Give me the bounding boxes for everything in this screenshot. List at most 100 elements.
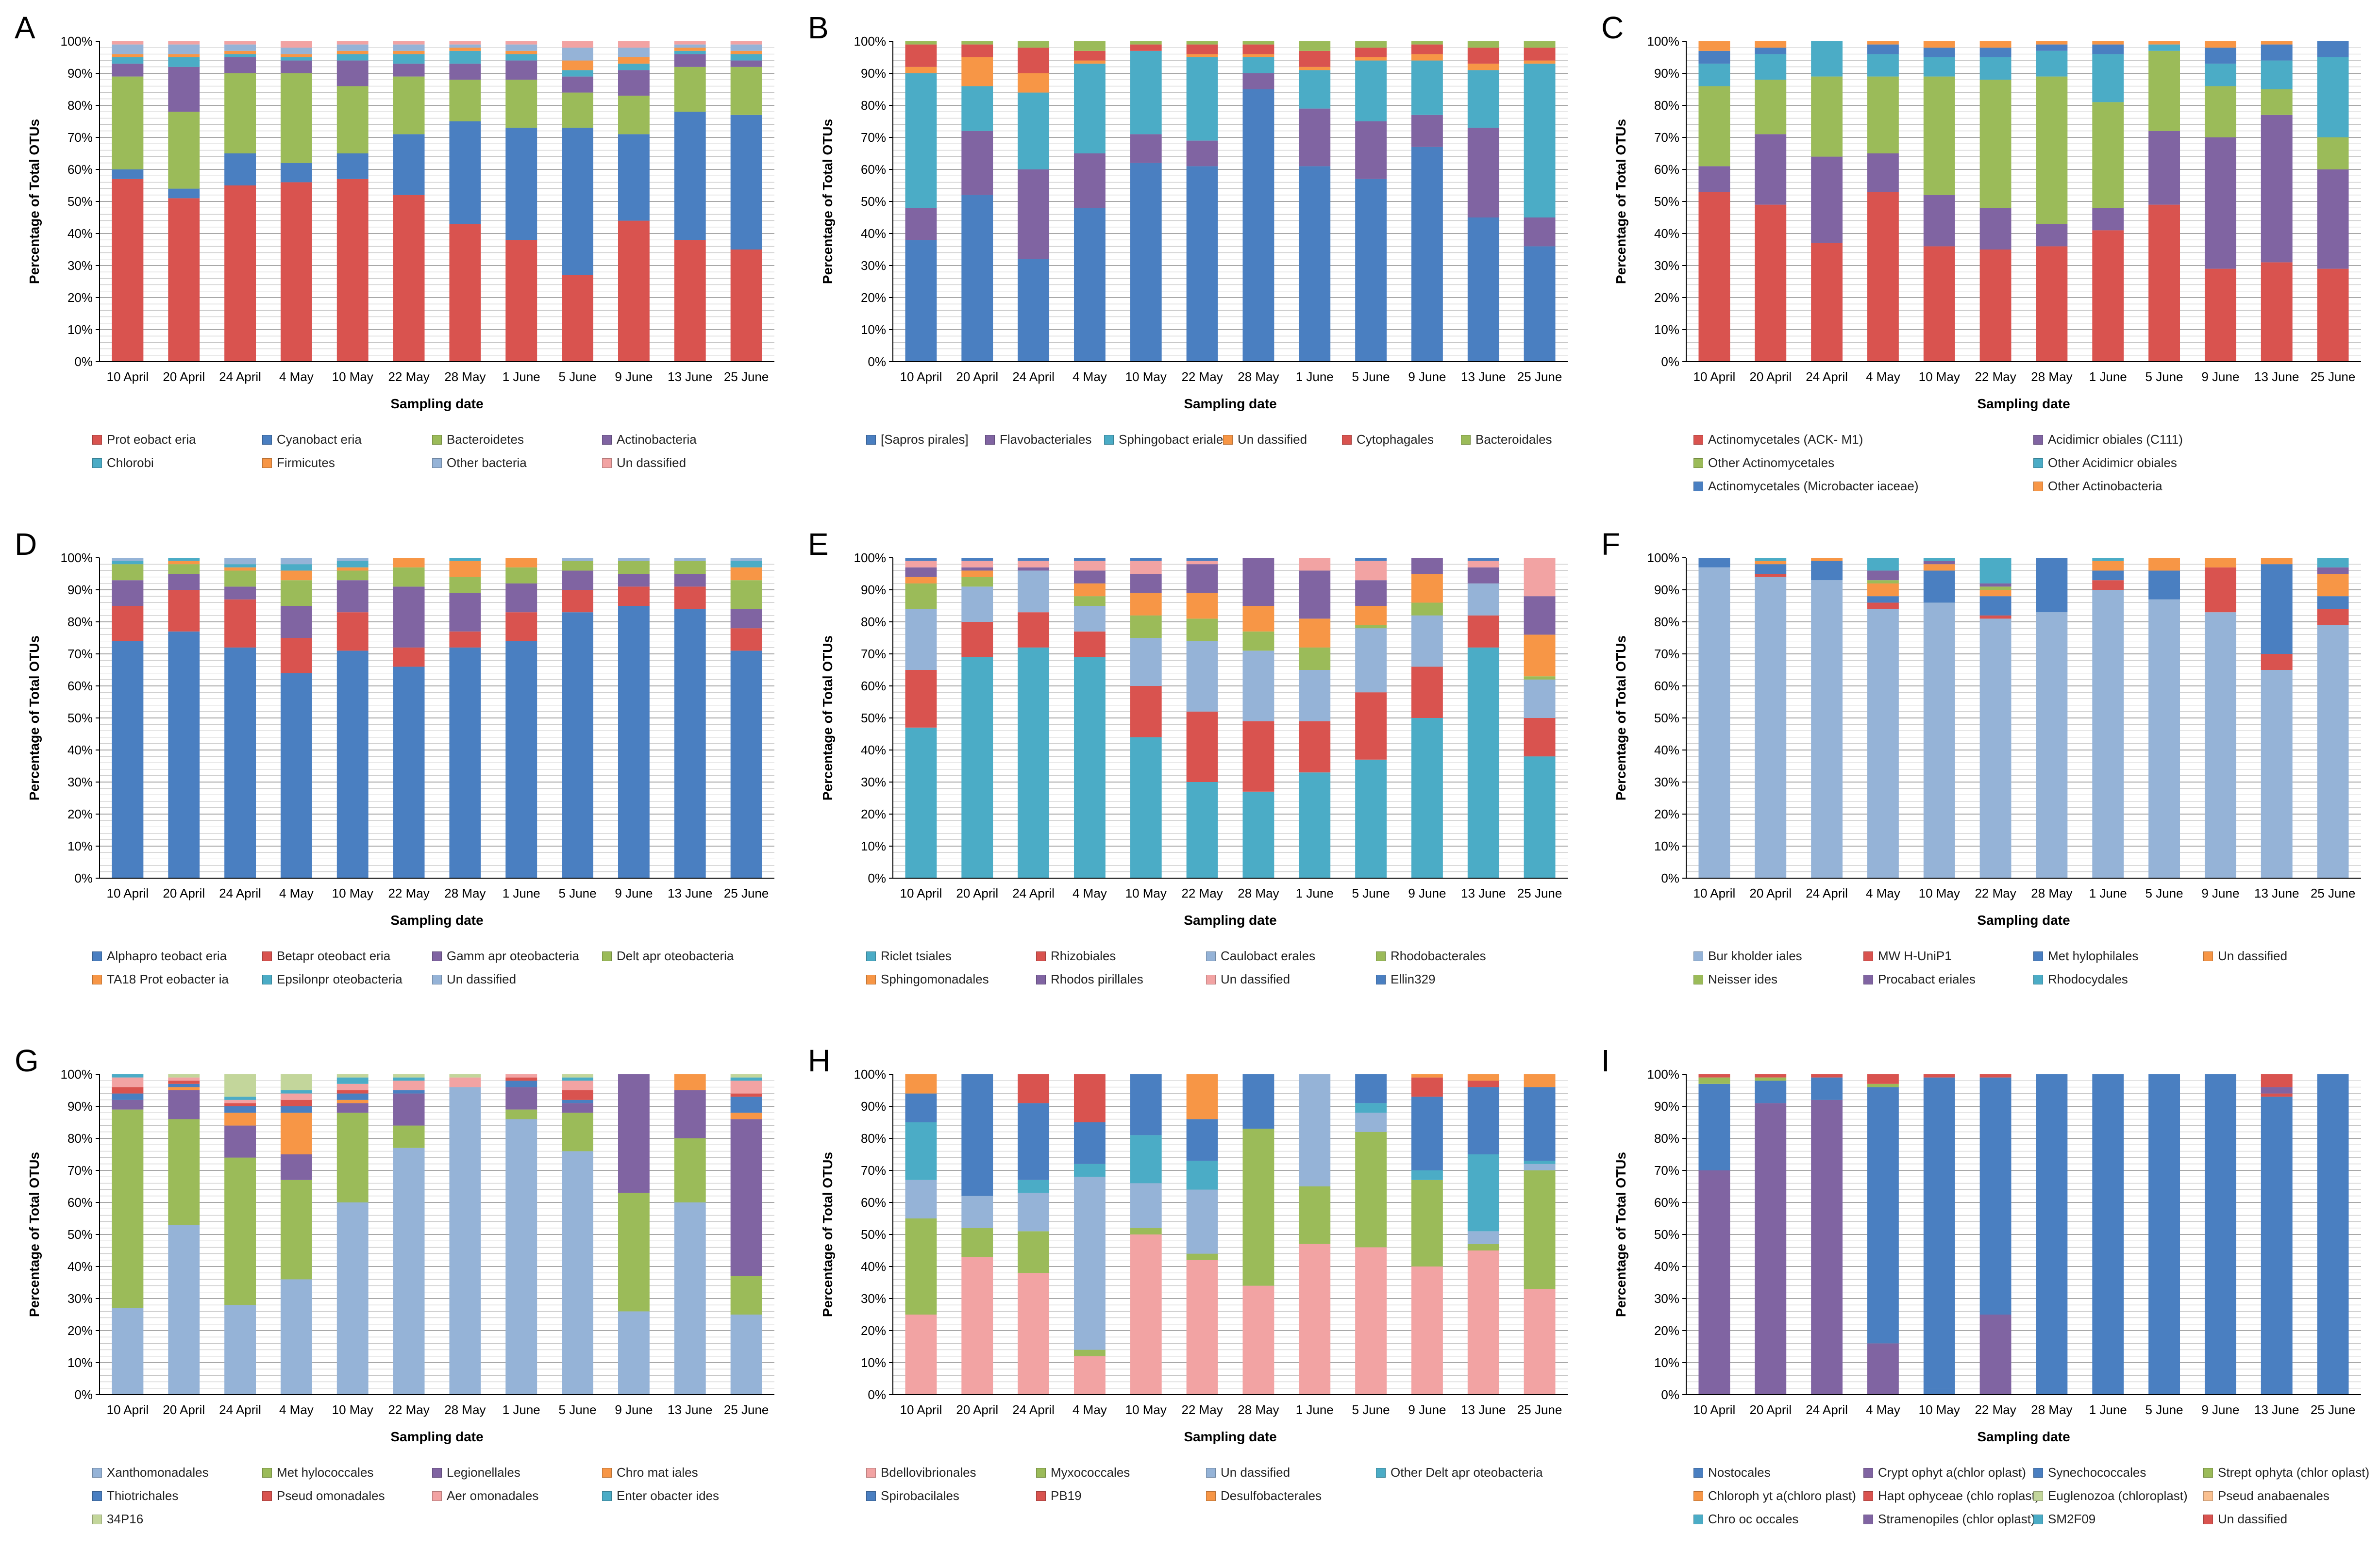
y-tick-label: 50% (67, 711, 93, 725)
bar-segment (1923, 570, 1955, 603)
bar-segment (1867, 580, 1899, 583)
legend-item: Synechococcales (2033, 1465, 2146, 1480)
y-tick-label: 30% (861, 1291, 886, 1306)
bar-segment (1073, 153, 1106, 208)
x-tick-label: 5 June (559, 886, 597, 900)
y-tick-label: 90% (1654, 66, 1679, 81)
y-tick-label: 100% (854, 550, 887, 565)
x-tick-label: 22 May (1181, 369, 1223, 384)
bar-segment (1186, 140, 1218, 167)
panel-letter: H (808, 1043, 831, 1078)
bar-segment (2317, 169, 2349, 269)
x-tick-label: 20 April (956, 1402, 998, 1417)
bar-segment (112, 1100, 144, 1110)
bar-segment (336, 50, 369, 54)
bar-segment (280, 564, 312, 571)
bar-segment (674, 1074, 706, 1090)
legend-swatch (1693, 974, 1703, 984)
bar-segment (1018, 647, 1050, 878)
bar-segment (961, 86, 993, 131)
bar-segment (336, 153, 369, 179)
bar-segment (961, 131, 993, 195)
legend-swatch (1036, 951, 1046, 961)
bar-segment (1130, 686, 1162, 737)
bar-segment (1811, 558, 1843, 561)
bar-segment (1923, 41, 1955, 48)
bar-segment (1755, 134, 1787, 205)
x-tick-label: 25 June (724, 369, 769, 384)
bar-segment (1355, 625, 1387, 629)
bar-segment (730, 567, 762, 581)
bar-segment (1411, 60, 1443, 115)
bar-segment (1524, 634, 1556, 677)
bar-segment (1355, 1113, 1387, 1132)
bar-segment (1524, 1289, 1556, 1395)
legend-label: Un dassified (1238, 432, 1307, 447)
y-tick-label: 0% (868, 1387, 886, 1402)
bar-segment (280, 638, 312, 673)
bar-segment (1073, 631, 1106, 657)
bar-segment (961, 567, 993, 571)
legend-label: Stramenopiles (chlor oplast) (1878, 1512, 2035, 1526)
bar-segment (562, 60, 594, 70)
y-tick-label: 60% (1654, 162, 1679, 177)
x-tick-label: 5 June (559, 1402, 597, 1417)
bar-segment (730, 1119, 762, 1276)
legend-swatch (1693, 951, 1703, 961)
x-tick-label: 9 June (615, 886, 653, 900)
legend-swatch (1376, 1467, 1386, 1478)
bar-segment (674, 609, 706, 878)
bar-segment (168, 57, 200, 67)
x-tick-label: 13 June (1461, 369, 1506, 384)
bar-segment (2261, 670, 2293, 878)
y-tick-label: 100% (854, 1067, 887, 1082)
bar-segment (2204, 86, 2236, 137)
bar-segment (1524, 1161, 1556, 1164)
bar-segment (2092, 41, 2124, 45)
bar-segment (1979, 596, 2011, 616)
bar-segment (505, 567, 537, 583)
bar-segment (905, 67, 937, 73)
y-tick-label: 30% (1654, 775, 1679, 789)
bar-segment (1923, 564, 1955, 571)
legend-item: Other Actinobacteria (2033, 479, 2162, 494)
bar-segment (393, 195, 425, 362)
chart-svg: 10 April 20 April 24 April 4 May 10 May 22 Ma… (1613, 1067, 2361, 1444)
bar-segment (1467, 558, 1499, 561)
bar-segment (2317, 596, 2349, 609)
bar-segment (961, 41, 993, 45)
bar-segment (1698, 86, 1730, 167)
legend: [Sapros pirales] Flavobacteriales Sphingob… (866, 432, 1575, 505)
legend-item: Prot eobact eria (92, 432, 196, 447)
bar-segment (1073, 558, 1106, 561)
legend-swatch (1863, 1467, 1873, 1478)
bar-segment (674, 48, 706, 51)
bar-segment (2148, 204, 2180, 362)
bar-segment (505, 128, 537, 240)
bar-segment (1299, 70, 1331, 109)
legend-label: Bur kholder iales (1708, 949, 1802, 963)
bar-segment (730, 1315, 762, 1395)
x-tick-label: 5 June (2145, 886, 2183, 900)
panel-e: E 10 April 20 April 24 April 4 May 10 May 22 … (793, 517, 1587, 1033)
bar-segment (1524, 48, 1556, 61)
bar-segment (674, 67, 706, 112)
bar-segment (1467, 41, 1499, 48)
bar-segment (562, 1081, 594, 1090)
bar-segment (2204, 567, 2236, 613)
x-tick-label: 10 April (1693, 886, 1736, 900)
bar-segment (1130, 737, 1162, 878)
bar-segment (505, 50, 537, 54)
chart-svg: 10 April 20 April 24 April 4 May 10 May 22 Ma… (820, 550, 1568, 928)
bar-segment (1130, 1135, 1162, 1183)
y-tick-label: 90% (861, 1099, 886, 1114)
bar-segment (2261, 44, 2293, 61)
legend-swatch (2033, 434, 2043, 445)
bar-segment (1867, 192, 1899, 362)
bar-segment (618, 558, 650, 561)
bar-segment (1811, 41, 1843, 77)
legend-label: Legionellales (447, 1465, 520, 1480)
y-tick-label: 0% (1661, 871, 1679, 885)
y-tick-label: 100% (1647, 34, 1680, 49)
bar-segment (112, 606, 144, 641)
